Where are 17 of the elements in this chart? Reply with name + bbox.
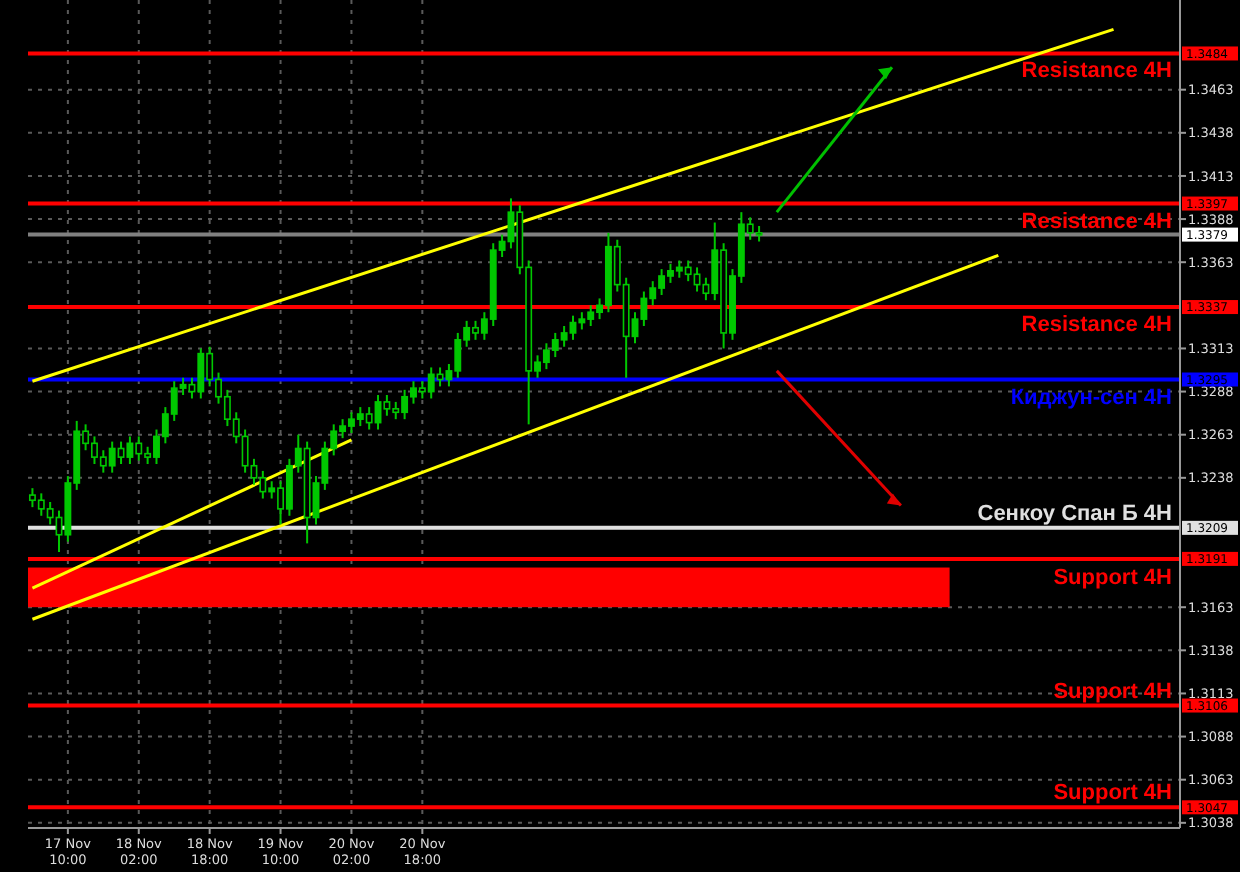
candlestick xyxy=(259,469,267,500)
candlestick xyxy=(436,366,444,388)
ref-line-label: Resistance 4H xyxy=(1021,59,1173,84)
candlestick xyxy=(693,266,701,293)
candlestick xyxy=(365,406,373,431)
ref-line-label: Support 4H xyxy=(1053,679,1173,704)
ref-line-label: Resistance 4H xyxy=(1021,209,1173,234)
ref-line-label: Resistance 4H xyxy=(1021,313,1173,338)
candlestick xyxy=(126,435,134,466)
candlestick xyxy=(560,325,568,348)
ref-line-label: Киджун-сен 4H xyxy=(1010,385,1173,410)
ref-line-label: Сенкоу Спан Б 4H xyxy=(977,501,1173,526)
candlestick xyxy=(383,394,391,417)
ref-line-label: Support 4H xyxy=(1053,781,1173,806)
candlestick xyxy=(117,440,125,466)
band-label: Support 4H xyxy=(1053,565,1173,590)
candlestick xyxy=(569,314,577,341)
